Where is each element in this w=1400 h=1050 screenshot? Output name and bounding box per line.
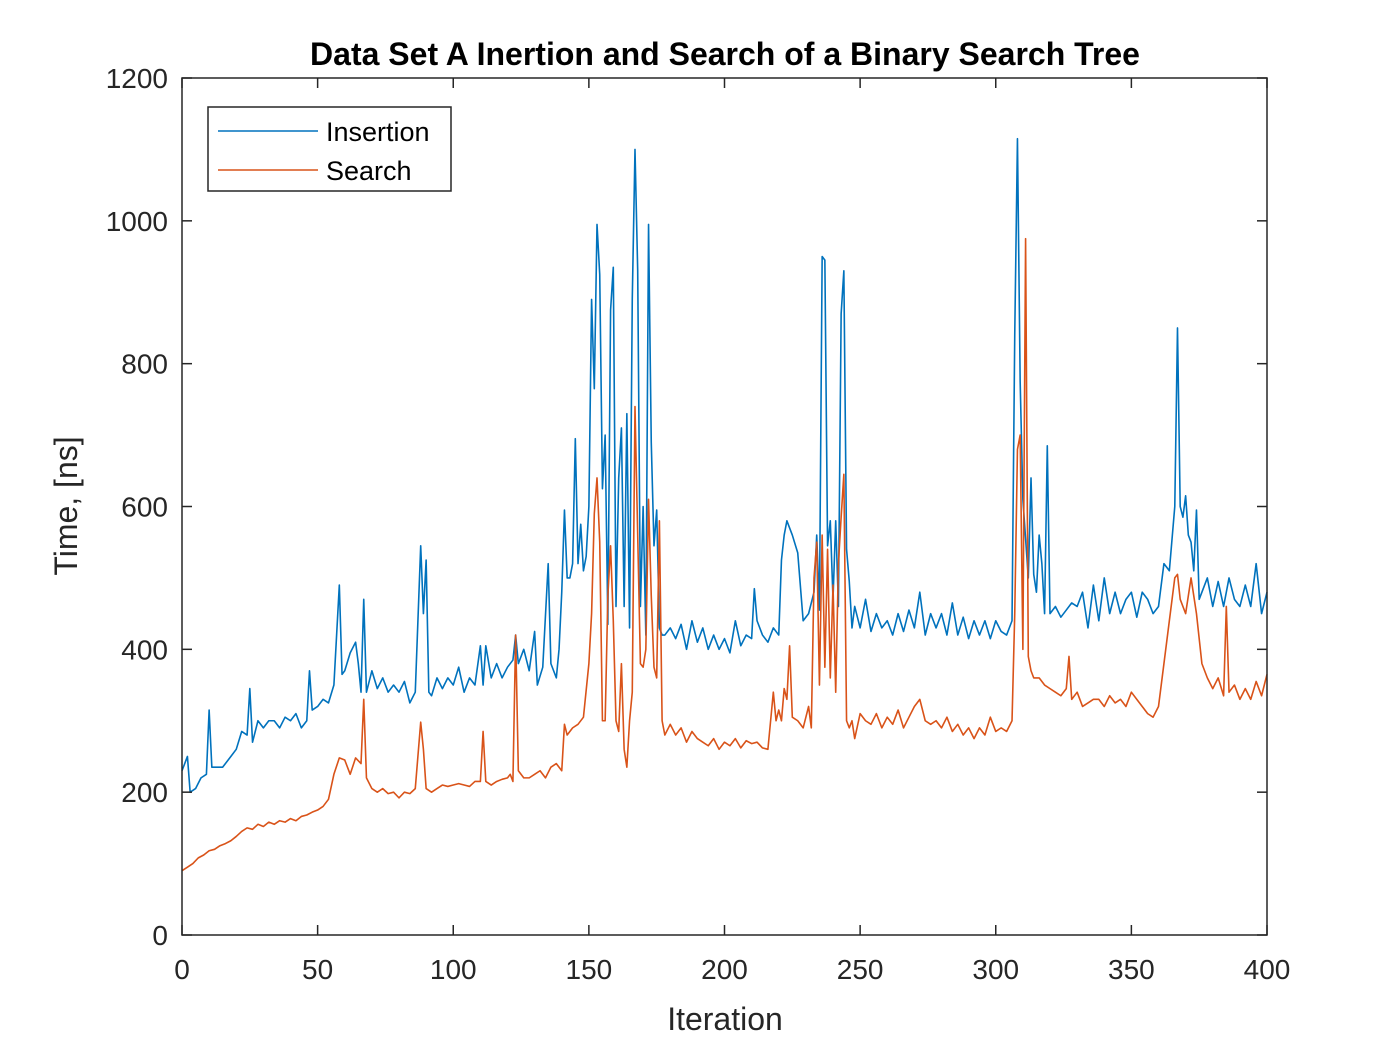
legend-label-insertion: Insertion [326,117,430,147]
x-tick-label: 400 [1244,954,1291,985]
chart-title: Data Set A Inertion and Search of a Bina… [310,36,1140,72]
legend: Insertion Search [207,106,452,192]
y-tick-label: 1200 [106,63,168,94]
y-tick-label: 800 [121,349,168,380]
x-axis-label: Iteration [667,1001,783,1037]
x-tick-label: 100 [430,954,477,985]
x-tick-label: 250 [837,954,884,985]
x-tick-label: 150 [566,954,613,985]
legend-box [207,106,452,192]
series-layer [181,137,1268,872]
plot-area [182,78,1267,935]
x-tick-label: 300 [972,954,1019,985]
x-tick-label: 200 [701,954,748,985]
y-axis-label: Time, [ns] [48,436,84,575]
x-tick-label: 0 [174,954,190,985]
series-line-insertion [181,137,1268,793]
x-tick-label: 50 [302,954,333,985]
series-line-search [181,237,1268,872]
y-tick-label: 1000 [106,206,168,237]
y-tick-label: 600 [121,492,168,523]
x-tick-label: 350 [1108,954,1155,985]
plot-frame [181,77,1268,936]
y-tick-label: 200 [121,777,168,808]
y-tick-label: 0 [152,920,168,951]
legend-label-search: Search [326,156,412,186]
y-tick-label: 400 [121,634,168,665]
axes-layer: 0 50 100 150 200 250 300 350 400 0 200 400 600 800 100… [106,63,1291,985]
